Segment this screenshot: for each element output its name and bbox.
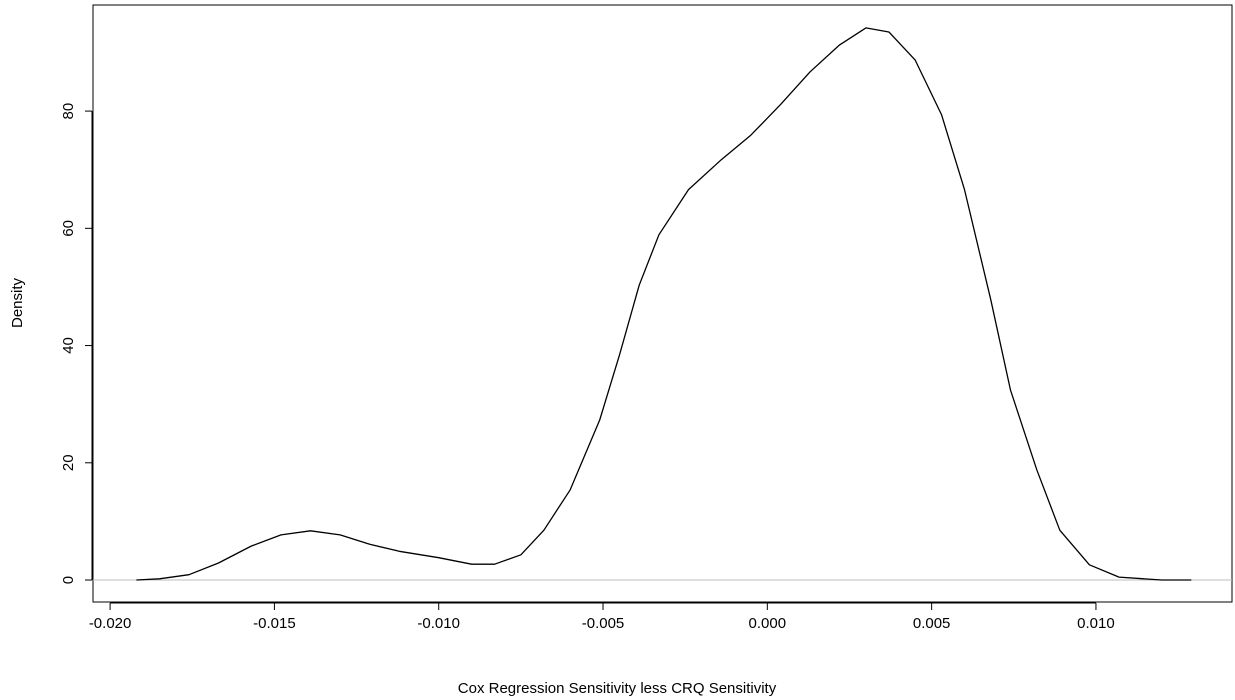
x-tick-label: 0.010 [1077, 615, 1115, 632]
density-line [136, 27, 1192, 581]
y-tick-label: 0 [60, 576, 77, 584]
plot-box [92, 4, 1233, 603]
y-tick-label: 20 [60, 454, 77, 471]
x-tick-label: 0.005 [913, 615, 951, 632]
y-axis-label: Density [9, 277, 26, 328]
x-tick-label: -0.010 [417, 615, 460, 632]
y-tick-label: 40 [60, 337, 77, 354]
x-tick-label: -0.005 [582, 615, 625, 632]
x-tick-label: -0.020 [89, 615, 132, 632]
y-tick-label: 60 [60, 220, 77, 237]
x-axis-label: Cox Regression Sensitivity less CRQ Sens… [458, 680, 777, 697]
x-tick-label: -0.015 [253, 615, 296, 632]
x-tick-label: 0.000 [749, 615, 787, 632]
y-tick-label: 80 [60, 103, 77, 120]
